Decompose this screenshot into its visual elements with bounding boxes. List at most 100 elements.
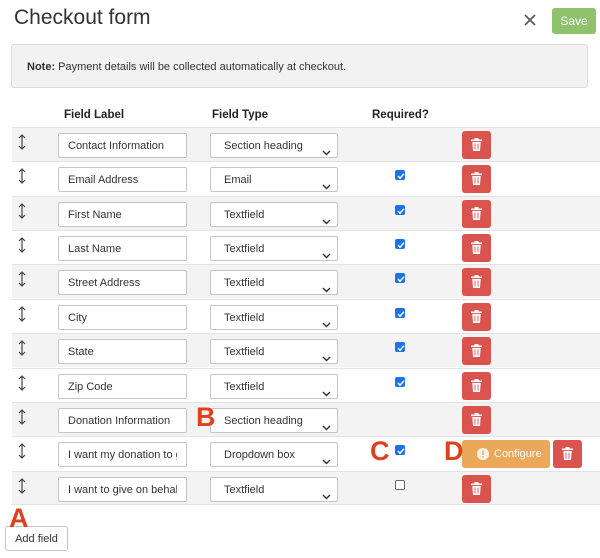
chevron-down-icon xyxy=(322,452,331,470)
delete-button[interactable] xyxy=(462,372,491,400)
required-checkbox[interactable] xyxy=(395,205,405,215)
field-type-select[interactable]: Email xyxy=(210,167,338,192)
field-type-select[interactable]: Textfield xyxy=(210,305,338,330)
delete-button[interactable] xyxy=(553,440,582,468)
add-field-button[interactable]: Add field xyxy=(5,526,68,551)
required-checkbox[interactable] xyxy=(395,273,405,283)
field-type-select[interactable]: Textfield xyxy=(210,374,338,399)
required-checkbox[interactable] xyxy=(395,342,405,352)
save-button[interactable]: Save xyxy=(552,8,596,34)
field-type-value: Textfield xyxy=(224,277,265,289)
chevron-down-icon xyxy=(322,384,331,402)
marker-d: D xyxy=(444,436,464,466)
field-type-select[interactable]: Textfield xyxy=(210,202,338,227)
page-title: Checkout form xyxy=(14,6,151,29)
drag-handle-icon[interactable] xyxy=(16,167,28,185)
close-icon[interactable] xyxy=(520,10,540,30)
delete-button[interactable] xyxy=(462,131,491,159)
column-header-label: Field Label xyxy=(64,109,125,121)
configure-label: Configure xyxy=(494,448,542,460)
field-type-value: Dropdown box xyxy=(224,449,295,461)
delete-button[interactable] xyxy=(462,165,491,193)
required-checkbox[interactable] xyxy=(395,308,405,318)
table-row: Textfield xyxy=(12,264,600,298)
drag-handle-icon[interactable] xyxy=(16,442,28,460)
required-checkbox[interactable] xyxy=(395,445,405,455)
drag-handle-icon[interactable] xyxy=(16,339,28,357)
field-label-input[interactable] xyxy=(58,236,187,261)
field-label-input[interactable] xyxy=(58,202,187,227)
field-type-value: Email xyxy=(224,174,252,186)
drag-handle-icon[interactable] xyxy=(16,374,28,392)
drag-handle-icon[interactable] xyxy=(16,408,28,426)
required-checkbox[interactable] xyxy=(395,170,405,180)
delete-button[interactable] xyxy=(462,268,491,296)
delete-button[interactable] xyxy=(462,406,491,434)
required-checkbox[interactable] xyxy=(395,239,405,249)
table-row: Textfield xyxy=(12,196,600,230)
configure-button[interactable]: Configure xyxy=(462,440,550,468)
field-type-select[interactable]: Textfield xyxy=(210,270,338,295)
field-type-value: Textfield xyxy=(224,312,265,324)
delete-button[interactable] xyxy=(462,337,491,365)
field-label-input[interactable] xyxy=(58,167,187,192)
marker-b: B xyxy=(196,402,216,432)
field-type-value: Textfield xyxy=(224,484,265,496)
marker-c: C xyxy=(370,436,390,466)
table-row: Textfield xyxy=(12,230,600,264)
drag-handle-icon[interactable] xyxy=(16,133,28,151)
field-type-select[interactable]: Section heading xyxy=(210,408,338,433)
delete-button[interactable] xyxy=(462,200,491,228)
field-type-value: Section heading xyxy=(224,415,303,427)
table-row: Email xyxy=(12,161,600,195)
table-row: Textfield xyxy=(12,333,600,367)
column-header-required: Required? xyxy=(372,109,429,121)
field-label-input[interactable] xyxy=(58,270,187,295)
required-checkbox[interactable] xyxy=(395,480,405,490)
field-label-input[interactable] xyxy=(58,339,187,364)
drag-handle-icon[interactable] xyxy=(16,202,28,220)
table-row: Dropdown box Configure xyxy=(12,436,600,470)
field-label-input[interactable] xyxy=(58,133,187,158)
table-row: Textfield xyxy=(12,368,600,402)
drag-handle-icon[interactable] xyxy=(16,477,28,495)
chevron-down-icon xyxy=(322,349,331,367)
required-checkbox[interactable] xyxy=(395,377,405,387)
drag-handle-icon[interactable] xyxy=(16,305,28,323)
chevron-down-icon xyxy=(322,487,331,505)
info-icon xyxy=(477,448,489,460)
table-row: Section heading xyxy=(12,127,600,161)
chevron-down-icon xyxy=(322,280,331,298)
note-banner: Note: Payment details will be collected … xyxy=(11,44,588,88)
field-type-value: Textfield xyxy=(224,381,265,393)
delete-button[interactable] xyxy=(462,303,491,331)
field-type-select[interactable]: Textfield xyxy=(210,236,338,261)
field-type-value: Textfield xyxy=(224,209,265,221)
field-label-input[interactable] xyxy=(58,477,187,502)
field-label-input[interactable] xyxy=(58,305,187,330)
table-row: Section heading xyxy=(12,402,600,436)
marker-a: A xyxy=(9,503,29,533)
drag-handle-icon[interactable] xyxy=(16,270,28,288)
field-type-select[interactable]: Dropdown box xyxy=(210,442,338,467)
field-type-value: Section heading xyxy=(224,140,303,152)
chevron-down-icon xyxy=(322,418,331,436)
field-type-value: Textfield xyxy=(224,346,265,358)
note-bold: Note: xyxy=(27,61,56,73)
field-label-input[interactable] xyxy=(58,442,187,467)
drag-handle-icon[interactable] xyxy=(16,236,28,254)
delete-button[interactable] xyxy=(462,475,491,503)
table-row: Textfield xyxy=(12,299,600,333)
chevron-down-icon xyxy=(322,246,331,264)
field-label-input[interactable] xyxy=(58,408,187,433)
field-label-input[interactable] xyxy=(58,374,187,399)
field-type-select[interactable]: Textfield xyxy=(210,477,338,502)
chevron-down-icon xyxy=(322,315,331,333)
field-type-value: Textfield xyxy=(224,243,265,255)
chevron-down-icon xyxy=(322,143,331,161)
field-type-select[interactable]: Section heading xyxy=(210,133,338,158)
delete-button[interactable] xyxy=(462,234,491,262)
note-text: Payment details will be collected automa… xyxy=(55,61,347,73)
field-type-select[interactable]: Textfield xyxy=(210,339,338,364)
chevron-down-icon xyxy=(322,177,331,195)
